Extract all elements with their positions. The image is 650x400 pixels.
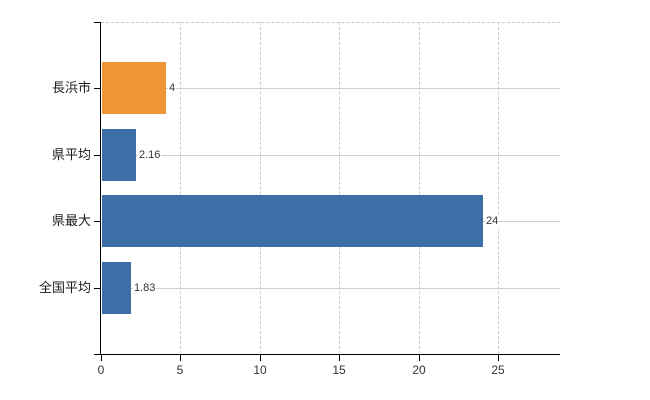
x-axis-tick-label: 25 xyxy=(491,363,505,377)
vertical-gridline xyxy=(260,22,261,354)
bar-0 xyxy=(102,62,166,114)
y-axis-tick xyxy=(94,155,101,156)
category-label: 県平均 xyxy=(51,147,91,162)
x-axis-tick xyxy=(180,355,181,361)
x-axis-line xyxy=(101,354,560,355)
bar-3 xyxy=(102,262,131,314)
x-axis-tick-label: 0 xyxy=(97,363,105,377)
y-axis-tick xyxy=(94,354,101,355)
y-axis-line xyxy=(100,22,101,355)
vertical-gridline xyxy=(180,22,181,354)
y-axis-tick xyxy=(94,88,101,89)
vertical-gridline xyxy=(419,22,420,354)
x-axis-tick-label: 10 xyxy=(253,363,267,377)
y-axis-tick xyxy=(94,288,101,289)
bar-1 xyxy=(102,129,136,181)
category-label: 長浜市 xyxy=(51,80,91,95)
x-axis-tick-label: 15 xyxy=(332,363,346,377)
bar-value-label: 4 xyxy=(168,81,177,95)
x-axis-tick xyxy=(498,355,499,361)
x-axis-tick xyxy=(419,355,420,361)
bar-value-label: 1.83 xyxy=(133,281,157,295)
category-label: 全国平均 xyxy=(38,280,91,295)
x-axis-tick-label: 5 xyxy=(176,363,184,377)
y-axis-tick xyxy=(94,221,101,222)
bar-value-label: 24 xyxy=(485,214,500,228)
x-axis-tick-label: 20 xyxy=(412,363,426,377)
horizontal-gridline xyxy=(102,288,560,289)
horizontal-gridline xyxy=(102,155,560,156)
y-axis-tick xyxy=(94,22,101,23)
bar-2 xyxy=(102,195,483,247)
vertical-gridline xyxy=(339,22,340,354)
vertical-gridline xyxy=(498,22,499,354)
bar-value-label: 2.16 xyxy=(138,148,162,162)
x-axis-tick xyxy=(339,355,340,361)
category-label: 県最大 xyxy=(51,213,91,228)
x-axis-tick xyxy=(260,355,261,361)
horizontal-gridline xyxy=(102,88,560,89)
x-axis-tick xyxy=(101,355,102,361)
plot-area-top-border xyxy=(101,22,560,23)
